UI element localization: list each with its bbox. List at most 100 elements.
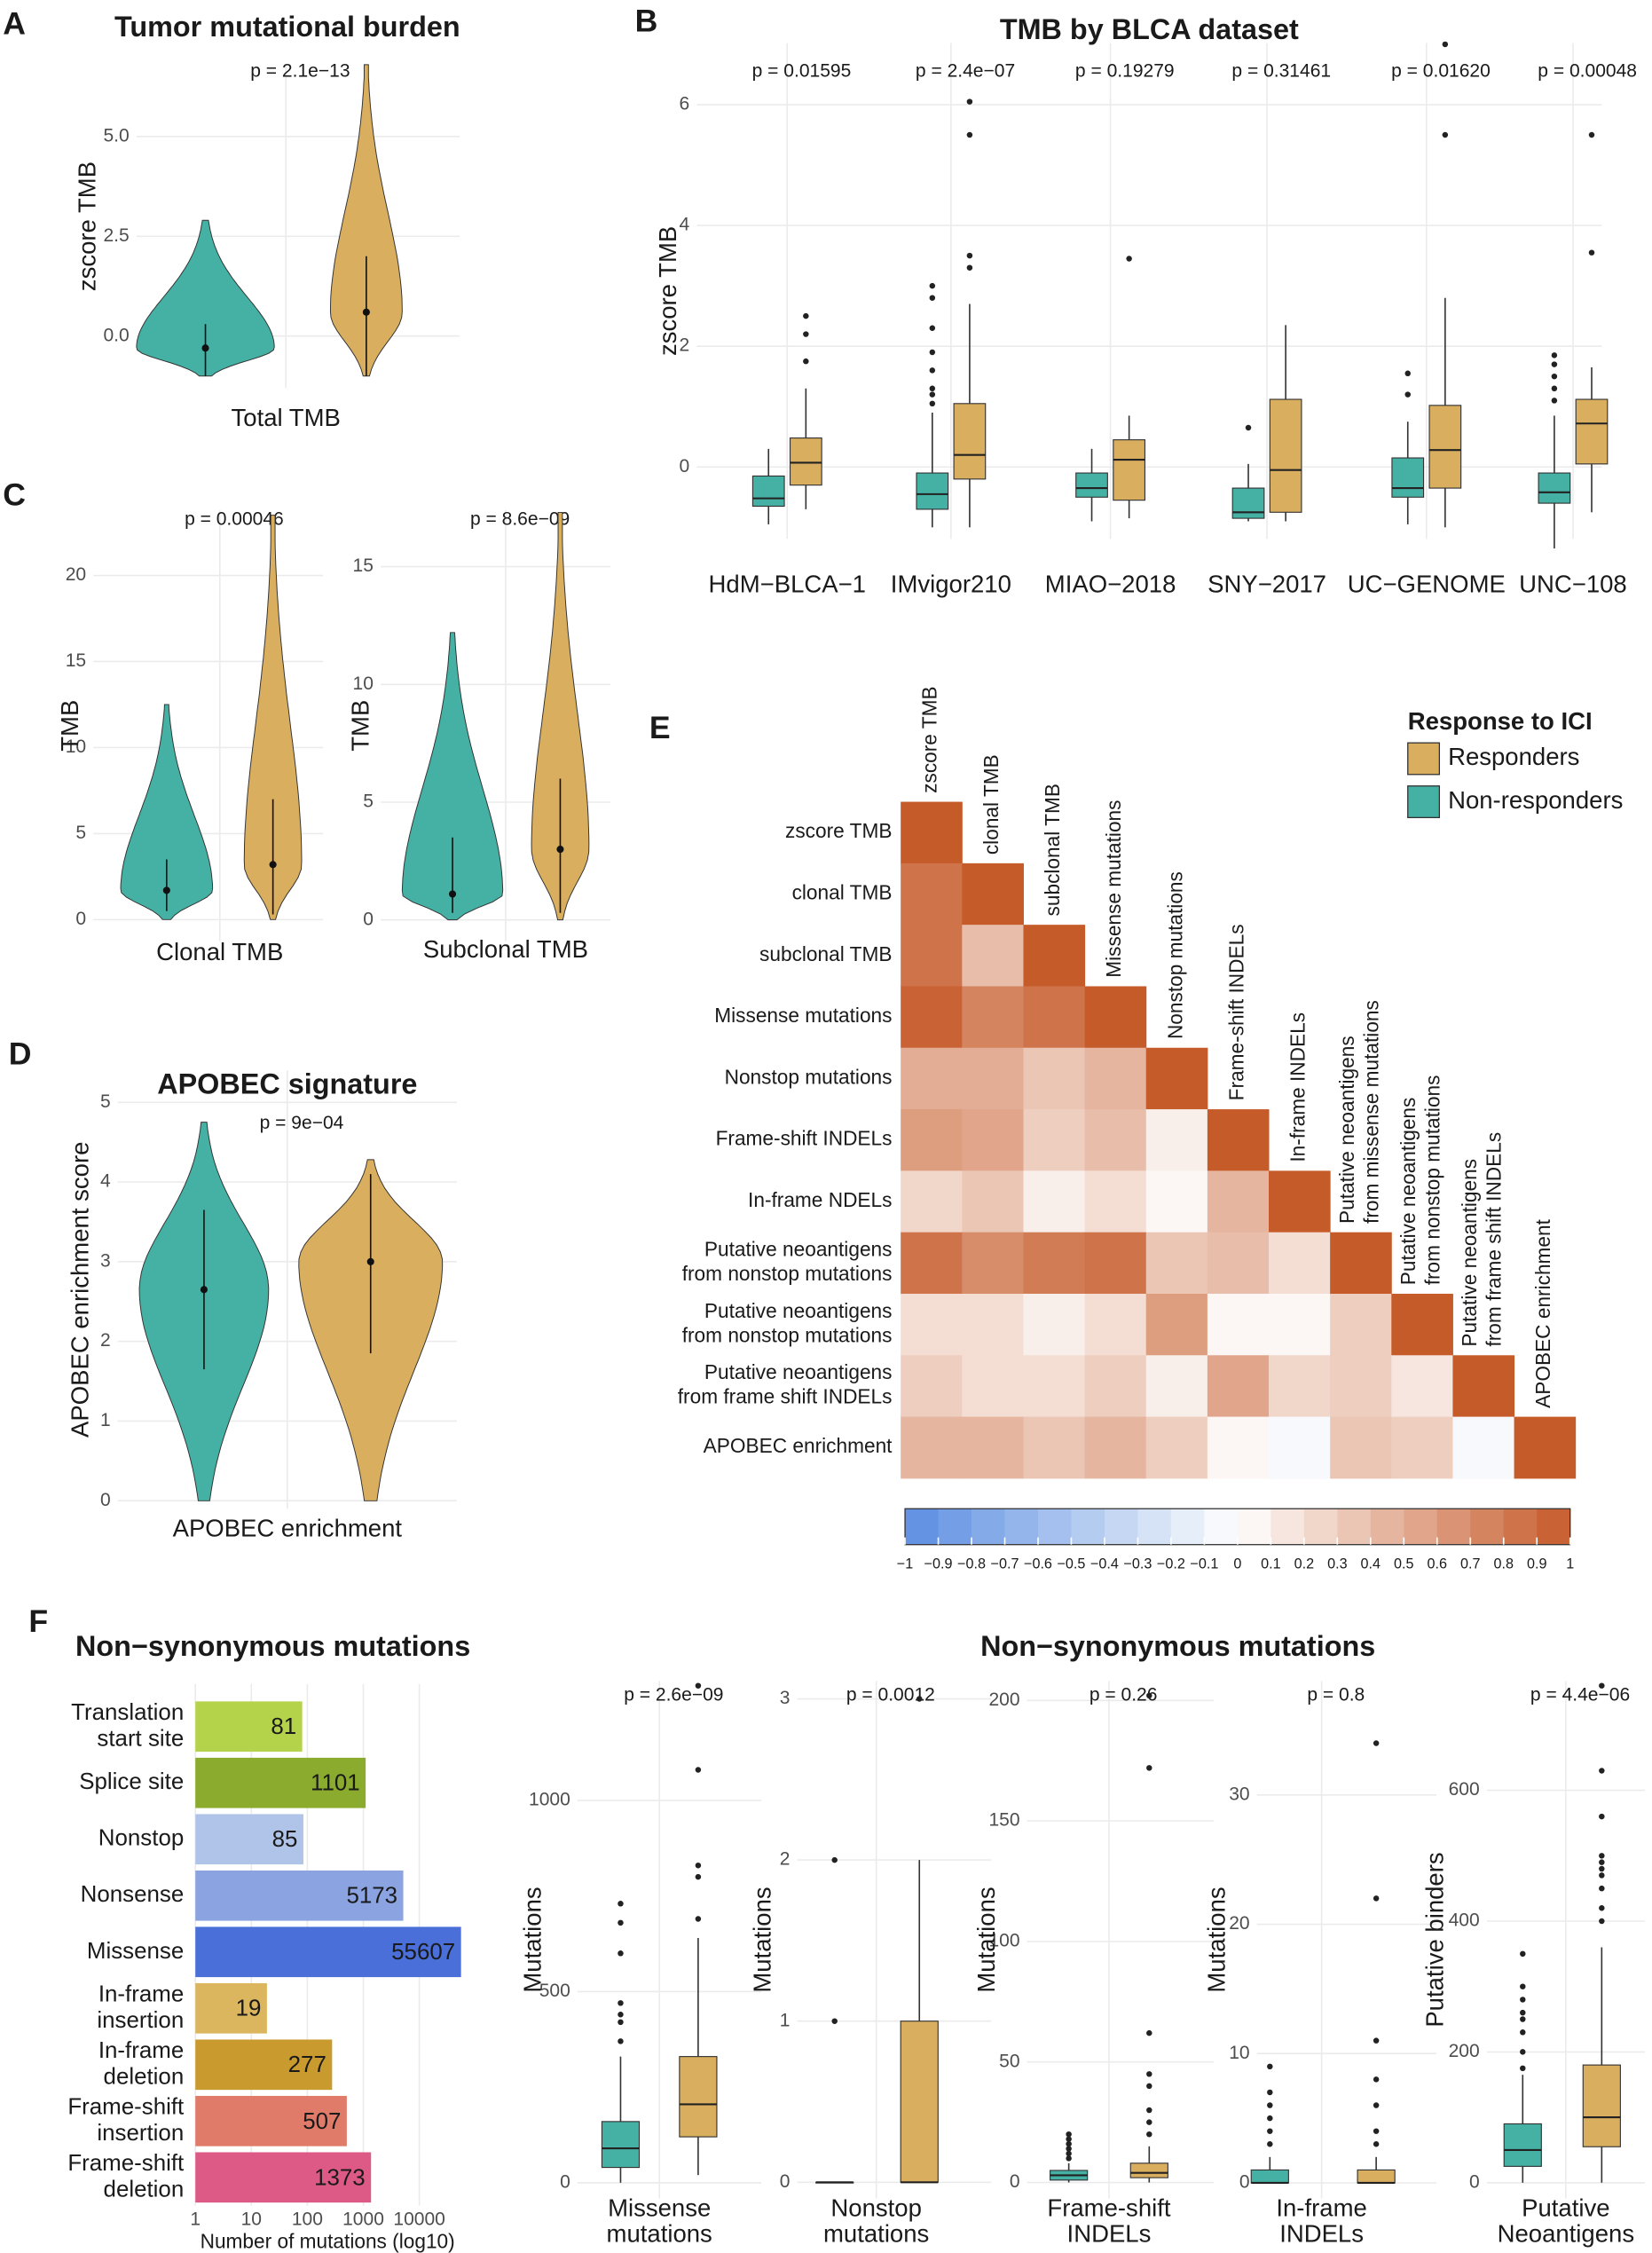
- box: [1250, 2169, 1289, 2184]
- heatmap-cell: [1207, 1170, 1270, 1233]
- bar: [195, 1757, 366, 1808]
- outlier: [1404, 391, 1411, 398]
- heatmap-cell: [901, 1170, 963, 1233]
- outlier: [1520, 1997, 1526, 2003]
- x-tick-label-line: Putative: [1522, 2194, 1609, 2222]
- outlier: [1588, 131, 1595, 138]
- row-label: Putative neoantigens from nonstop mutatio…: [682, 1299, 893, 1347]
- heatmap-cell: [962, 925, 1024, 987]
- violin-median: [162, 886, 170, 894]
- outlier: [966, 98, 973, 105]
- outlier: [1551, 361, 1558, 367]
- x-tick-label-line: UC−GENOME: [1348, 571, 1506, 598]
- heatmap-cell: [962, 1170, 1024, 1233]
- outlier: [1551, 352, 1558, 358]
- violin-median: [200, 1286, 208, 1294]
- outlier: [1146, 2119, 1152, 2125]
- x-tick-label-line: mutations: [607, 2220, 712, 2248]
- outlier: [1404, 370, 1411, 377]
- y-tick-label: 5: [100, 1091, 111, 1112]
- column-label: Putative neoantigens: [1396, 1098, 1420, 1286]
- y-tick-label: Nonsense: [81, 1882, 185, 1907]
- y-tick-label: 30: [1229, 1784, 1249, 1804]
- bar-value-label: 19: [236, 1997, 262, 2021]
- violin-median: [366, 1257, 374, 1265]
- outlier: [1066, 2131, 1072, 2138]
- row-label-line: Nonstop mutations: [725, 1065, 893, 1088]
- y-tick-label: 600: [1449, 1779, 1480, 1800]
- x-tick-label: IMvigor210: [891, 571, 1011, 598]
- outlier: [1442, 41, 1449, 48]
- y-tick-label: 100: [988, 1930, 1019, 1950]
- outlier: [618, 1919, 624, 1926]
- y-axis-label: Putative binders: [1420, 1852, 1448, 2027]
- outlier: [695, 1916, 702, 1922]
- y-tick-label: 20: [1229, 1913, 1249, 1934]
- outlier: [929, 325, 936, 331]
- colorbar-step: [1470, 1509, 1505, 1545]
- colorbar-tick-label: 0.2: [1294, 1556, 1315, 1572]
- colorbar-step: [1237, 1509, 1271, 1545]
- heatmap-cell: [1023, 1293, 1086, 1356]
- colorbar-tick-label: 0.3: [1327, 1556, 1348, 1572]
- bar-value-label: 5173: [346, 1884, 397, 1909]
- heatmap-cell: [1330, 1416, 1392, 1479]
- box: [1575, 398, 1609, 465]
- bar-value-label: 1101: [311, 1771, 360, 1796]
- legend-title: Response to ICI: [1408, 707, 1593, 735]
- heatmap-cell: [962, 1416, 1024, 1479]
- column-label: In-frame INDELs: [1286, 1012, 1310, 1162]
- box: [1503, 2123, 1542, 2167]
- violin: [243, 515, 303, 920]
- box: [1357, 2169, 1396, 2184]
- p-value: p = 9e−04: [260, 1113, 344, 1133]
- x-tick-label: In-frame INDELs: [1276, 2194, 1366, 2248]
- y-tick-label: 150: [988, 1810, 1019, 1831]
- outlier: [966, 252, 973, 259]
- outlier: [1267, 2063, 1273, 2070]
- x-tick-label-line: Neoantigens: [1498, 2220, 1635, 2248]
- colorbar-step: [1404, 1509, 1438, 1545]
- outlier: [1520, 2049, 1526, 2055]
- x-tick-label: SNY−2017: [1208, 571, 1326, 598]
- heatmap-cell: [1207, 1416, 1270, 1479]
- outlier: [929, 400, 936, 407]
- outlier: [1520, 2065, 1526, 2072]
- row-label-line: Putative neoantigens: [704, 1238, 893, 1261]
- panel-letter: E: [649, 710, 671, 745]
- outlier: [1066, 2155, 1072, 2162]
- bar: [195, 1701, 303, 1753]
- outlier: [1373, 2102, 1380, 2108]
- p-value: p = 0.01595: [752, 61, 852, 82]
- heatmap-cell: [1084, 1047, 1147, 1110]
- box: [1538, 472, 1571, 504]
- outlier: [803, 358, 809, 365]
- outlier: [1588, 249, 1595, 256]
- outlier: [1267, 2102, 1273, 2108]
- p-value: p = 2.4e−07: [916, 61, 1015, 82]
- p-value: p = 8.6e−09: [470, 509, 570, 530]
- y-tick-label-line: Splice site: [79, 1769, 184, 1794]
- heatmap-cell: [1084, 1170, 1147, 1233]
- outlier: [1373, 2128, 1380, 2134]
- colorbar-step: [1004, 1509, 1039, 1545]
- heatmap-cell: [1207, 1232, 1270, 1295]
- outlier: [929, 385, 936, 392]
- row-label-line: from nonstop mutations: [682, 1262, 893, 1285]
- column-label: from missense mutations: [1359, 1000, 1382, 1224]
- column-label: zscore TMB: [918, 686, 941, 792]
- outlier: [1146, 2083, 1152, 2090]
- box: [1129, 2162, 1168, 2178]
- row-label: Putative neoantigens from frame shift IND…: [678, 1360, 893, 1408]
- outlier: [1146, 2107, 1152, 2114]
- colorbar-step: [938, 1509, 972, 1545]
- colorbar-step: [972, 1509, 1005, 1545]
- bar-value-label: 507: [303, 2109, 341, 2134]
- outlier: [1066, 2140, 1072, 2147]
- y-tick-label: 4: [100, 1171, 111, 1192]
- colorbar-step: [1037, 1509, 1072, 1545]
- y-tick-label-line: Nonstop: [98, 1826, 184, 1851]
- y-tick-label: Missense: [87, 1939, 184, 1964]
- heatmap-cell: [1452, 1355, 1515, 1418]
- outlier: [618, 2000, 624, 2006]
